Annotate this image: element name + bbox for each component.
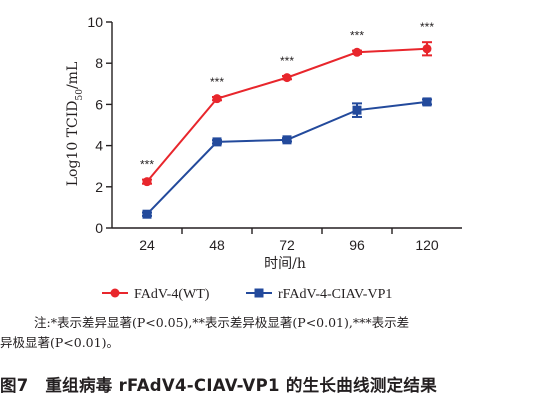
y-tick-label: 2 xyxy=(95,179,103,195)
y-tick-label: 0 xyxy=(95,220,103,236)
x-tick-label: 120 xyxy=(415,237,439,253)
legend-label-2: rFAdV-4-CIAV-VP1 xyxy=(278,287,392,302)
note-line-2: 异极显著(P<0.01)。 xyxy=(0,335,119,350)
x-tick-label: 72 xyxy=(279,237,295,253)
y-tick-label: 4 xyxy=(95,138,103,154)
data-point xyxy=(212,94,222,104)
y-tick-label: 8 xyxy=(95,55,103,71)
significance-label: *** xyxy=(420,20,434,34)
legend-label-1: FAdV-4(WT) xyxy=(134,287,210,302)
y-axis-title-sub: 50 xyxy=(75,89,85,101)
data-point xyxy=(352,47,362,57)
legend-marker-2 xyxy=(254,288,264,298)
data-point xyxy=(282,73,292,83)
x-tick-label: 24 xyxy=(139,237,155,253)
figure-caption: 图7 重组病毒 rFAdV4-CIAV-VP1 的生长曲线测定结果 xyxy=(0,376,438,395)
y-axis-title-tail: /mL xyxy=(65,62,81,89)
data-point xyxy=(282,135,292,145)
significance-label: *** xyxy=(210,75,224,89)
y-axis-title-main: Log10 TCID xyxy=(65,100,81,186)
chart-marks: *** *** *** *** *** xyxy=(140,20,434,219)
figure-note: 注:*表示差异显著(P<0.05),**表示差异极显著(P<0.01),***表… xyxy=(0,313,548,353)
significance-label: *** xyxy=(140,158,154,172)
significance-label: *** xyxy=(280,54,294,68)
data-point xyxy=(212,137,222,147)
legend-marker-1 xyxy=(110,288,120,298)
y-tick-label: 10 xyxy=(87,14,103,30)
y-axis-title: Log10 TCID50/mL xyxy=(65,62,85,187)
y-tick-label: 6 xyxy=(95,96,103,112)
data-point xyxy=(142,209,152,219)
data-point xyxy=(352,105,362,115)
data-point xyxy=(422,44,432,54)
data-point xyxy=(142,177,152,187)
x-tick-label: 48 xyxy=(209,237,225,253)
x-tick-label: 96 xyxy=(349,237,365,253)
x-axis-title: 时间/h xyxy=(264,256,306,272)
legend: FAdV-4(WT) rFAdV-4-CIAV-VP1 xyxy=(102,287,392,302)
series-line-1 xyxy=(146,47,428,183)
data-point xyxy=(422,97,432,107)
series-line-2 xyxy=(146,100,428,215)
note-line-1: 注:*表示差异显著(P<0.05),**表示差异极显著(P<0.01),***表… xyxy=(34,315,410,330)
significance-label: *** xyxy=(350,29,364,43)
